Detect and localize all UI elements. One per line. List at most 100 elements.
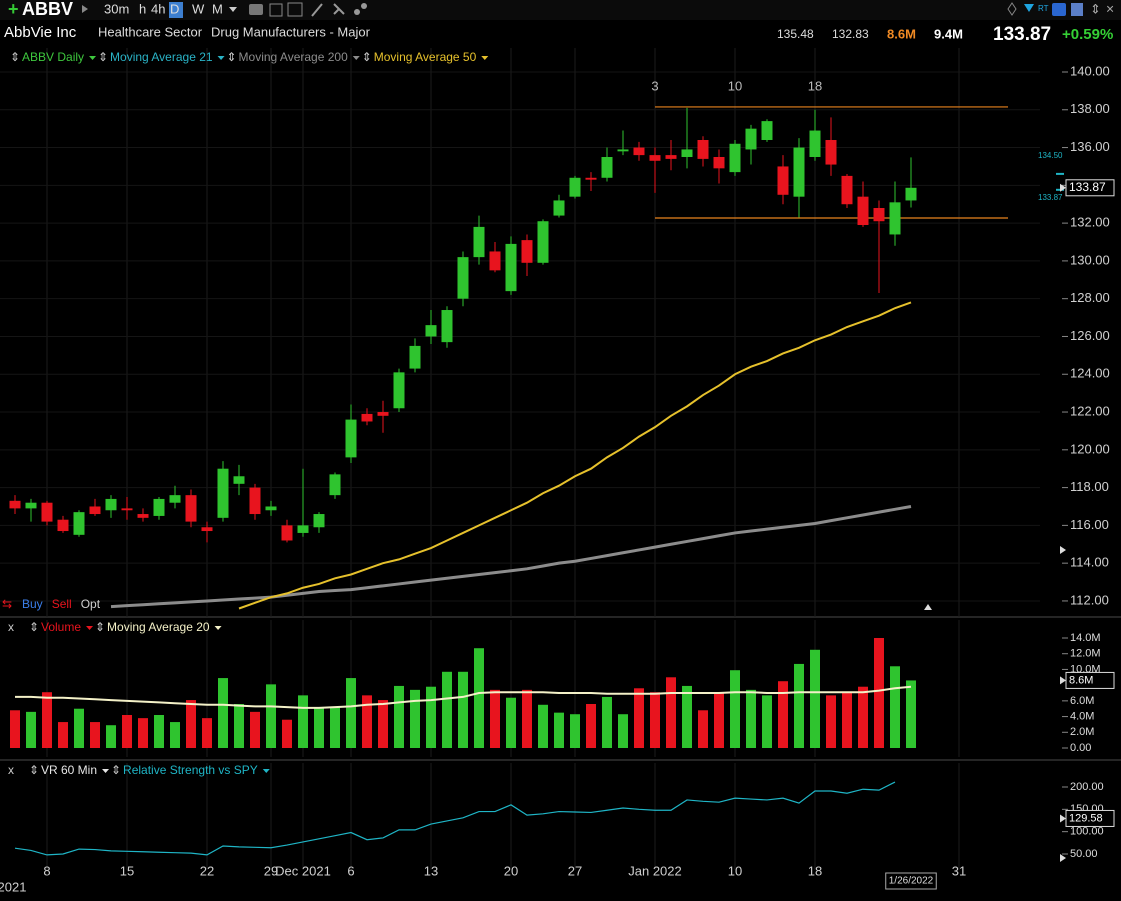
- add-icon[interactable]: +: [8, 0, 19, 19]
- candle-body: [153, 498, 165, 516]
- volume-bar: [58, 722, 68, 748]
- icon[interactable]: [311, 3, 323, 17]
- candle-body: [169, 495, 181, 503]
- order-button[interactable]: Opt: [81, 597, 101, 611]
- interval[interactable]: h: [139, 1, 146, 16]
- interval[interactable]: 30m: [104, 1, 129, 16]
- candle-body: [89, 506, 101, 515]
- icon[interactable]: [287, 2, 303, 17]
- candle-body: [393, 372, 405, 409]
- close-pane[interactable]: x: [8, 620, 14, 634]
- icon[interactable]: [1052, 3, 1066, 16]
- icon[interactable]: [82, 5, 88, 13]
- value-pointer: [1060, 814, 1066, 823]
- legend-dropdown[interactable]: [102, 769, 110, 773]
- legend-entry[interactable]: Moving Average 20: [107, 620, 210, 634]
- x-tick-label: 8: [43, 863, 50, 878]
- candle-body: [905, 187, 917, 201]
- candle-body: [361, 413, 373, 422]
- legend-entry[interactable]: Moving Average 50: [374, 50, 477, 64]
- legend-dropdown[interactable]: [481, 56, 489, 60]
- candle-body: [841, 175, 853, 205]
- volume-bar: [410, 689, 420, 748]
- candle-body: [505, 243, 517, 292]
- toolbar: [0, 0, 1121, 20]
- symbol[interactable]: ABBV: [22, 0, 73, 19]
- x-top-label: 18: [808, 78, 822, 93]
- candle-body: [665, 155, 677, 159]
- candle-body: [793, 147, 805, 197]
- plot-area: [0, 48, 1040, 870]
- icon[interactable]: [1007, 2, 1017, 16]
- x-tick-label: Dec 2021: [275, 863, 331, 878]
- sector: Healthcare Sector: [98, 24, 203, 39]
- interval[interactable]: M: [212, 1, 223, 16]
- legend-dropdown[interactable]: [352, 56, 360, 60]
- change: +0.59%: [1062, 26, 1113, 43]
- volume-bar: [362, 695, 372, 748]
- line: [14, 781, 896, 856]
- candle-body: [537, 221, 549, 263]
- legend-dropdown[interactable]: [217, 56, 225, 60]
- order-icon[interactable]: ⇆: [2, 597, 12, 611]
- y-tick-label: 100.00: [1070, 826, 1104, 838]
- legend-entry[interactable]: ABBV Daily: [22, 50, 84, 64]
- candle-body: [617, 149, 629, 152]
- interval[interactable]: W: [192, 1, 205, 16]
- last-price: 133.87: [993, 24, 1051, 45]
- candle-body: [201, 527, 213, 532]
- volume-bar: [570, 714, 580, 748]
- candle-body: [265, 506, 277, 511]
- legend-dropdown[interactable]: [89, 56, 97, 60]
- close-pane[interactable]: x: [8, 763, 14, 777]
- icon[interactable]: [361, 3, 367, 9]
- icon[interactable]: [1024, 4, 1034, 12]
- order-button[interactable]: Sell: [52, 597, 72, 611]
- candle-body: [521, 240, 533, 263]
- legend-entry[interactable]: VR 60 Min: [41, 763, 97, 777]
- volume-bar: [426, 686, 436, 748]
- legend-entry[interactable]: Volume: [41, 620, 81, 634]
- dropdown[interactable]: [229, 7, 237, 12]
- legend-dropdown[interactable]: [262, 769, 270, 773]
- legend-dropdown[interactable]: [86, 626, 94, 630]
- active-interval: [169, 2, 183, 18]
- candle-body: [745, 128, 757, 150]
- line: [15, 685, 912, 709]
- legend-entry[interactable]: Relative Strength vs SPY: [123, 763, 258, 777]
- volume-bar: [810, 649, 820, 748]
- volume-bar: [730, 670, 740, 748]
- volume-bar: [122, 715, 132, 748]
- icon[interactable]: [1071, 3, 1083, 16]
- legend-dropdown[interactable]: [214, 626, 222, 630]
- volume-bar: [26, 711, 36, 748]
- candle-body: [137, 514, 149, 518]
- interval[interactable]: D: [170, 1, 179, 16]
- candle-body: [809, 130, 821, 158]
- candle-body: [729, 143, 741, 173]
- order-button[interactable]: Buy: [22, 597, 43, 611]
- legend-entry[interactable]: Moving Average 200: [239, 50, 349, 64]
- icon[interactable]: [333, 3, 345, 15]
- y-tick-label: 118.00: [1070, 479, 1109, 494]
- volume-bar: [186, 700, 196, 748]
- reorder-icon: ⇕: [98, 50, 108, 64]
- x-tick-label: 15: [120, 863, 134, 878]
- close-icon[interactable]: ×: [1106, 1, 1114, 17]
- y-tick-label: 200.00: [1070, 781, 1104, 793]
- interval[interactable]: 4h: [151, 1, 165, 16]
- candle-body: [9, 500, 21, 509]
- candle-body: [457, 257, 469, 299]
- x-tick-label: 29: [264, 863, 278, 878]
- icon[interactable]: [249, 4, 263, 15]
- legend-entry[interactable]: Moving Average 21: [110, 50, 213, 64]
- volume-bar: [138, 718, 148, 748]
- x-tick-label: 13: [424, 863, 438, 878]
- volume-bar: [874, 638, 884, 748]
- icon[interactable]: [269, 3, 283, 17]
- icon[interactable]: [354, 9, 360, 15]
- expand-icon[interactable]: ⇕: [1090, 1, 1101, 16]
- avg-volume: 9.4M: [934, 26, 963, 41]
- volume-bar: [234, 704, 244, 748]
